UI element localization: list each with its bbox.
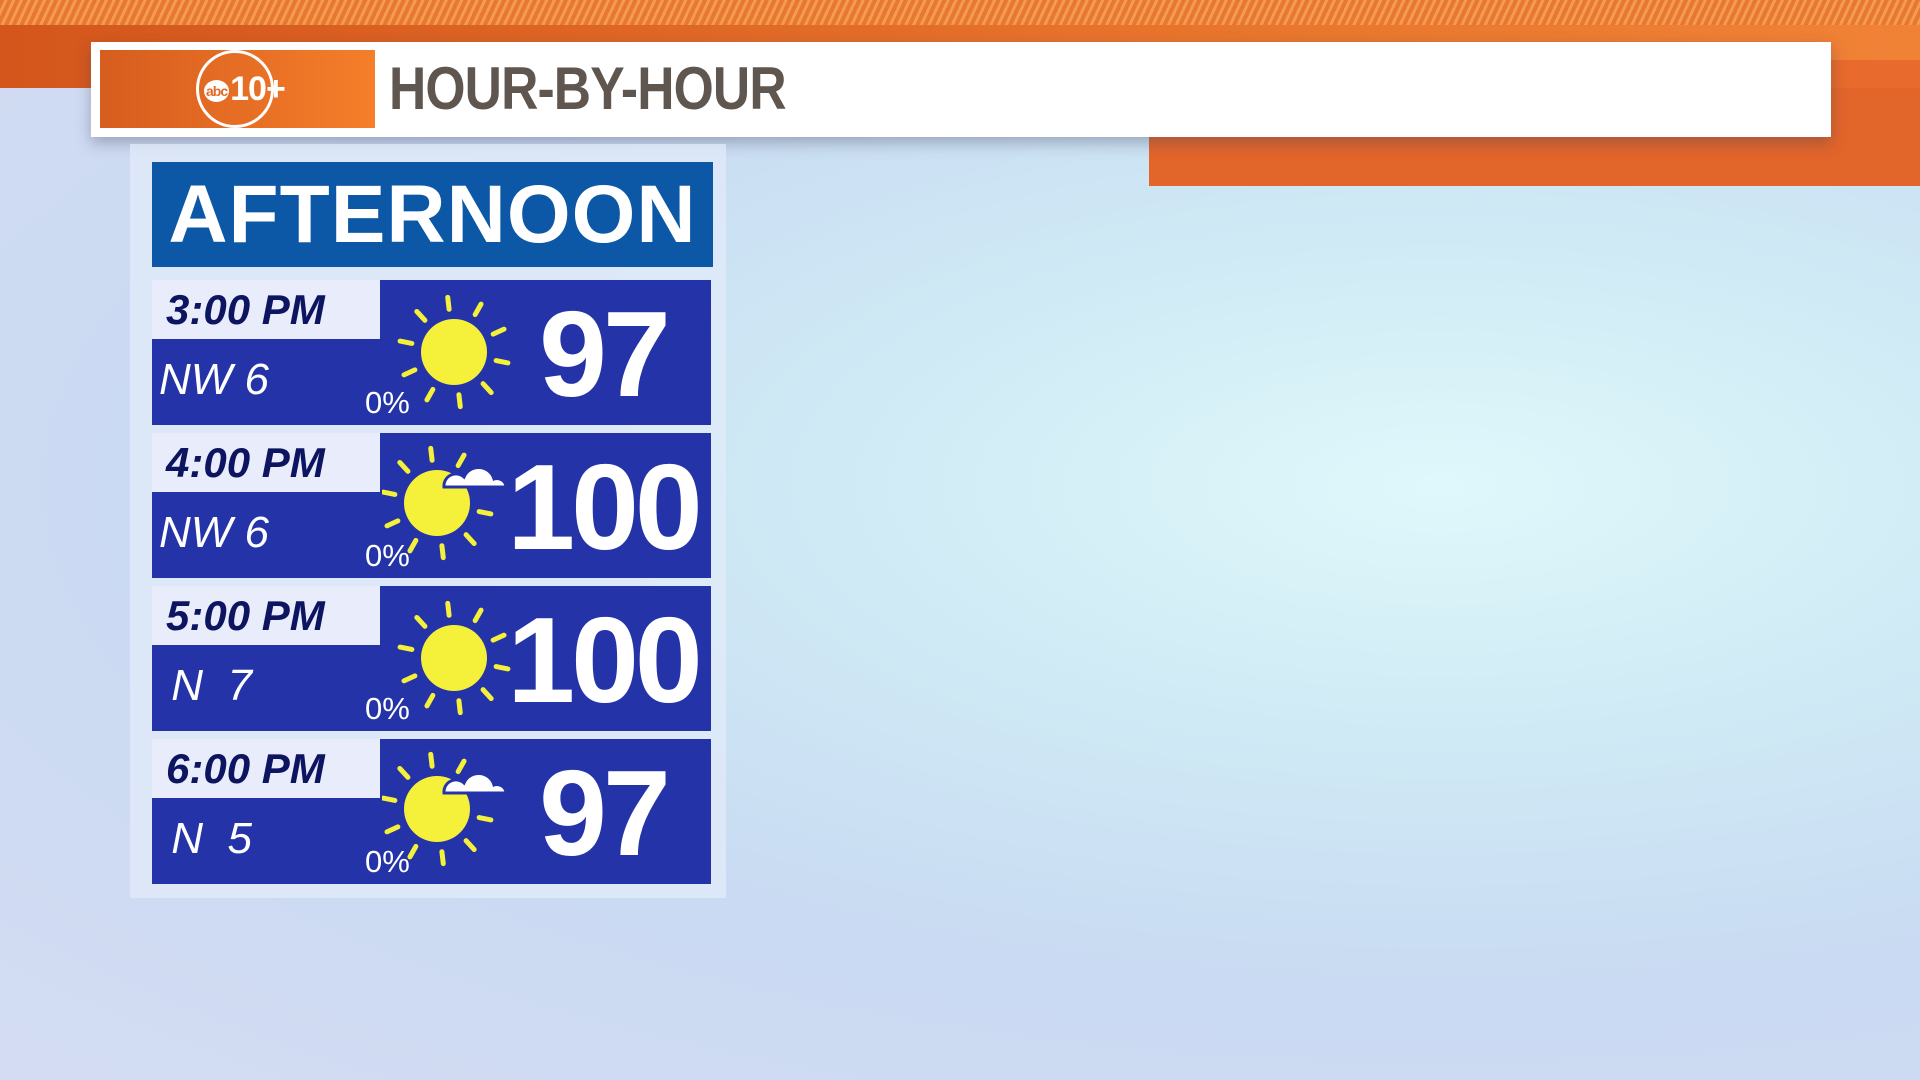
wind-label: N 7 [159,661,252,710]
section-title: AFTERNOON [152,162,713,267]
wind-label: N 5 [159,814,252,863]
precip-chance: 0% [365,691,410,726]
time-label: 4:00 PM [152,433,380,492]
forecast-row: 4:00 PM NW 6 0% 100 [152,433,711,578]
time-label: 3:00 PM [152,280,380,339]
page-title: HOUR-BY-HOUR [389,55,787,122]
hatch-stripe [0,0,1920,25]
sunny-icon [382,292,522,417]
time-label: 6:00 PM [152,739,380,798]
logo-text: abc10+ [204,70,286,108]
mostly-sunny-icon [380,751,522,876]
precip-chance: 0% [365,385,410,420]
station-logo: abc10+ [100,50,375,128]
precip-chance: 0% [365,538,410,573]
forecast-row: 3:00 PM NW 6 0% 97 [152,280,711,425]
temperature: 100 [507,592,703,728]
header-bar: abc10+ HOUR-BY-HOUR [91,42,1831,137]
temperature: 97 [539,745,671,881]
precip-chance: 0% [365,844,410,879]
forecast-row: 5:00 PM N 7 0% 100 [152,586,711,731]
wind-label: NW 6 [159,508,269,557]
wind-label: NW 6 [159,355,269,404]
forecast-row: 6:00 PM N 5 0% 97 [152,739,711,884]
temperature: 100 [507,439,703,575]
mostly-sunny-icon [380,445,522,570]
time-label: 5:00 PM [152,586,380,645]
logo-ring [196,50,274,128]
temperature: 97 [539,286,671,422]
sunny-icon [382,598,522,723]
